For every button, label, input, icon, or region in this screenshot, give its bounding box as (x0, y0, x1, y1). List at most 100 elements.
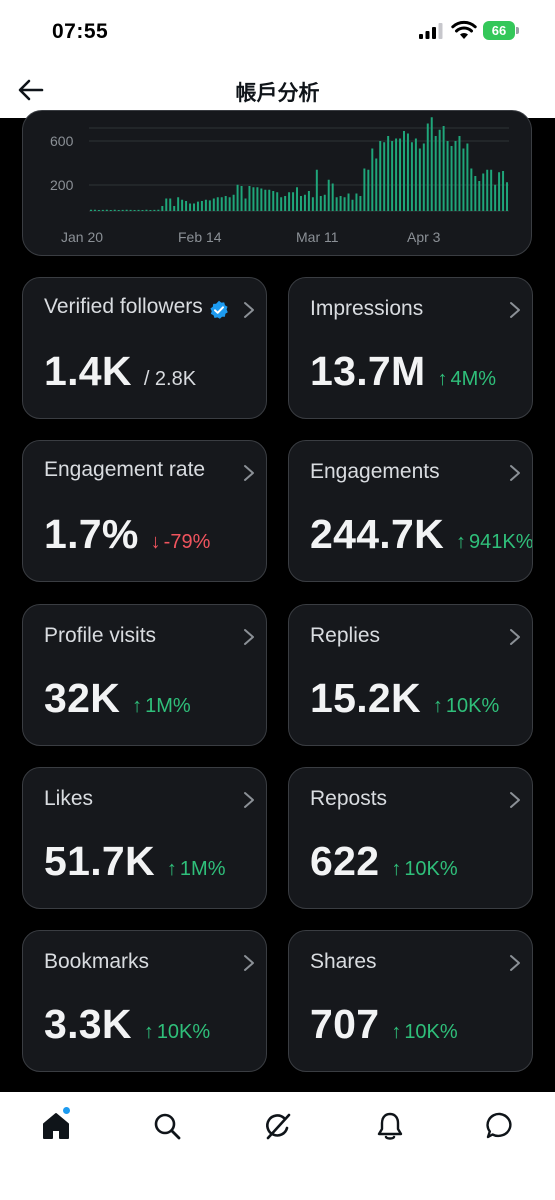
metric-label: Engagement rate (44, 458, 206, 481)
metric-card-replies[interactable]: Replies 15.2K ↑ 10K% (288, 604, 533, 746)
chart-bar (296, 187, 299, 211)
metric-card-shares[interactable]: Shares 707 ↑ 10K% (288, 930, 533, 1072)
chart-bars (89, 117, 509, 212)
chart-bar (406, 133, 409, 211)
metric-value: 244.7K (310, 511, 445, 557)
chart-bar (371, 148, 374, 211)
chevron-right-icon (244, 792, 254, 808)
chart-bar (196, 201, 199, 212)
metric-card-bookmarks[interactable]: Bookmarks 3.3K ↑ 10K% (22, 930, 267, 1072)
chart-bar (418, 148, 421, 211)
search-icon (154, 1113, 181, 1140)
chart-bar (220, 197, 223, 211)
chart-bar (327, 179, 330, 211)
tab-grok[interactable] (258, 1108, 298, 1144)
tab-home[interactable] (36, 1106, 76, 1144)
metric-change: ↑ 10K% (144, 1021, 210, 1044)
chart-bar (506, 182, 509, 211)
messages-icon (486, 1112, 512, 1139)
chevron-right-icon (510, 955, 520, 971)
x-tick-label: Jan 20 (61, 229, 103, 245)
metric-card-verified-followers[interactable]: Verified followers 1.4K / 2.8K (22, 277, 267, 419)
metric-change: ↑ 4M% (437, 368, 496, 391)
metric-label: Shares (310, 950, 377, 973)
bottom-tab-bar (0, 1092, 555, 1200)
chart-bar (319, 196, 322, 211)
metric-value-row: 622 ↑ 10K% (310, 838, 458, 885)
chart-bar (502, 171, 505, 211)
chart-bar (232, 194, 235, 211)
metric-card-reposts[interactable]: Reposts 622 ↑ 10K% (288, 767, 533, 909)
chart-bar (347, 193, 350, 211)
chart-bar (204, 199, 207, 211)
chart-bar (141, 210, 144, 211)
battery-level: 66 (491, 23, 507, 38)
chart-bar (145, 209, 148, 211)
chart-bar (228, 197, 231, 211)
metric-change-value: 10K% (404, 1021, 458, 1043)
metric-label: Reposts (310, 787, 388, 810)
notifications-icon (377, 1112, 403, 1140)
metric-value: 15.2K (310, 675, 421, 721)
chart-bar (153, 209, 156, 212)
impressions-chart-card[interactable]: 600 200 Jan 20 Feb 14 Mar 11 Apr 3 (22, 110, 532, 256)
chart-bar (157, 209, 160, 211)
status-bar: 07:55 66 (0, 0, 555, 62)
chart-bar (335, 197, 338, 211)
chart-bar (181, 199, 184, 211)
metric-card-likes[interactable]: Likes 51.7K ↑ 1M% (22, 767, 267, 909)
chart-bar (395, 138, 398, 211)
chart-bar (280, 197, 283, 211)
metric-change-value: -79% (163, 531, 211, 553)
chart-bar (482, 173, 485, 211)
verified-badge-icon (210, 300, 228, 319)
chart-bar (200, 201, 203, 211)
arrow-left-icon (18, 79, 44, 101)
chart-bar (458, 136, 461, 211)
chevron-right-icon (510, 792, 520, 808)
grok-icon (266, 1113, 291, 1140)
impressions-bar-chart: 600 200 Jan 20 Feb 14 Mar 11 Apr 3 (50, 117, 509, 245)
chart-bar (264, 189, 267, 211)
chart-bar (494, 184, 497, 211)
x-tick-label: Feb 14 (178, 229, 222, 245)
metric-label: Verified followers (44, 295, 203, 318)
chart-bar (149, 210, 152, 211)
battery-cap (516, 27, 519, 34)
chart-bar (276, 192, 279, 211)
y-tick-label: 600 (50, 133, 74, 149)
metric-change: ↓ -79% (151, 531, 211, 554)
chart-bar (363, 168, 366, 211)
chart-bar (315, 169, 318, 211)
metric-value: 51.7K (44, 838, 155, 884)
metric-change-value: 10K% (445, 695, 500, 717)
metric-value: 622 (310, 838, 380, 884)
tab-search[interactable] (147, 1108, 187, 1144)
metric-card-impressions[interactable]: Impressions 13.7M ↑ 4M% (288, 277, 533, 419)
chart-bar (125, 209, 128, 211)
chart-bar (224, 196, 227, 211)
back-button[interactable] (14, 74, 48, 106)
metric-label: Impressions (310, 297, 424, 320)
battery-icon: 66 (483, 21, 519, 40)
chart-bar (422, 143, 425, 211)
chart-bar (367, 169, 370, 211)
chevron-right-icon (510, 465, 520, 481)
chart-bar (403, 131, 405, 211)
metric-card-profile-visits[interactable]: Profile visits 32K ↑ 1M% (22, 604, 267, 746)
chart-bar (185, 201, 188, 211)
metric-change-value: 10K% (156, 1021, 211, 1043)
chart-bar (133, 210, 136, 211)
status-time: 07:55 (52, 20, 109, 43)
tab-notifications[interactable] (370, 1108, 410, 1144)
metric-card-engagement-rate[interactable]: Engagement rate 1.7% ↓ -79% (22, 440, 267, 582)
tab-messages[interactable] (480, 1108, 520, 1144)
chart-bar (399, 138, 402, 211)
metric-change: ↑ 941K% (456, 531, 532, 554)
metric-card-engagements[interactable]: Engagements 244.7K ↑ 941K% (288, 440, 533, 582)
chart-bar (177, 197, 180, 211)
metric-value: 3.3K (44, 1001, 132, 1047)
metric-change: ↑ 10K% (391, 858, 457, 881)
chart-bar (307, 191, 310, 211)
arrow-up-icon: ↑ (391, 1021, 402, 1043)
